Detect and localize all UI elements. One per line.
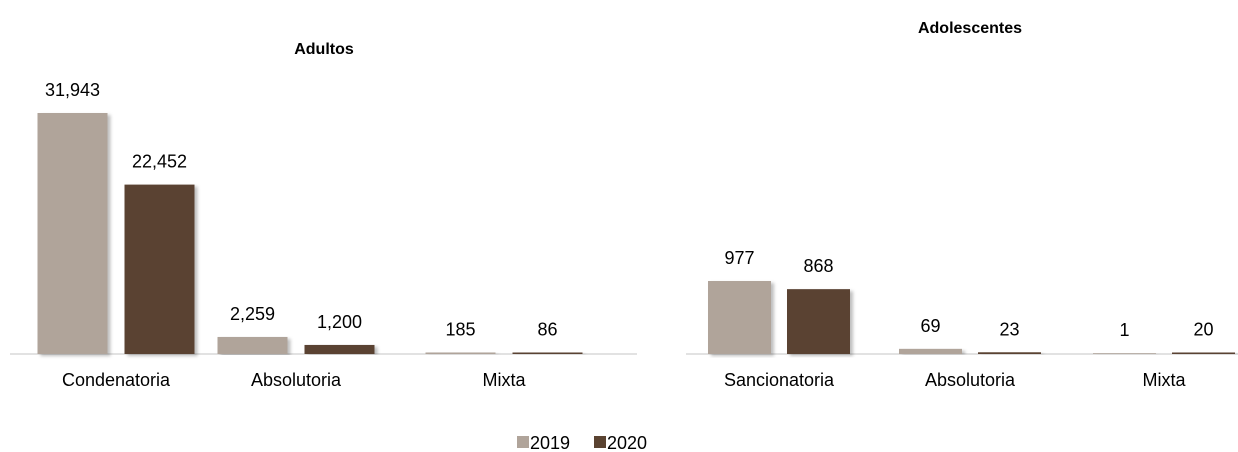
adolescentes-bar-2020-1 (978, 352, 1041, 354)
adolescentes-chart: Adolescentes Sancionatoria 977 868 Absoluto… (686, 20, 1238, 390)
adolescentes-chart-title: Adolescentes (918, 20, 1022, 37)
legend-swatch-2019 (517, 436, 529, 448)
adultos-chart-title: Adultos (294, 41, 354, 58)
adolescentes-value-label-2019-2: 1 (1119, 320, 1129, 340)
legend-label-2020: 2020 (607, 433, 647, 452)
adultos-bars: Condenatoria 31,943 22,452 Absolutoria 2,259… (37, 80, 583, 390)
adolescentes-value-label-2019-0: 977 (724, 248, 754, 268)
adultos-bar-2020-0 (124, 184, 195, 354)
adultos-value-label-2020-1: 1,200 (317, 312, 362, 332)
adultos-bar-2020-1 (304, 344, 375, 354)
adolescentes-value-label-2019-1: 69 (920, 316, 940, 336)
adultos-category-label-1: Absolutoria (251, 370, 342, 390)
adolescentes-value-label-2020-2: 20 (1193, 320, 1213, 340)
adolescentes-bar-2020-2 (1172, 352, 1235, 354)
adultos-category-label-0: Condenatoria (62, 370, 171, 390)
adolescentes-value-label-2020-0: 868 (803, 256, 833, 276)
adultos-category-label-2: Mixta (482, 370, 526, 390)
adultos-value-label-2020-0: 22,452 (132, 152, 187, 172)
adultos-bar-2019-2 (425, 352, 496, 354)
adultos-value-label-2019-1: 2,259 (230, 304, 275, 324)
adolescentes-bar-2019-1 (899, 348, 962, 354)
adultos-bar-2019-0 (37, 113, 108, 354)
adultos-value-label-2019-0: 31,943 (45, 80, 100, 100)
legend-swatch-2020 (594, 436, 606, 448)
adolescentes-bars: Sancionatoria 977 868 Absolutoria 69 23 Mixta 1… (708, 248, 1235, 390)
adultos-value-label-2019-2: 185 (445, 320, 475, 340)
adultos-bar-2020-2 (512, 352, 583, 354)
adultos-bar-2019-1 (217, 336, 288, 354)
adultos-chart: Adultos Condenatoria 31,943 22,452 Absoluto… (10, 41, 637, 390)
adolescentes-bar-2019-2 (1093, 353, 1156, 354)
adultos-value-label-2020-2: 86 (537, 320, 557, 340)
adolescentes-category-label-0: Sancionatoria (724, 370, 835, 390)
chart-legend: 2019 2020 (517, 433, 647, 452)
adolescentes-value-label-2020-1: 23 (999, 319, 1019, 339)
adolescentes-category-label-1: Absolutoria (925, 370, 1016, 390)
legend-label-2019: 2019 (530, 433, 570, 452)
adolescentes-bar-2019-0 (708, 281, 771, 354)
adolescentes-bar-2020-0 (787, 289, 850, 354)
adolescentes-category-label-2: Mixta (1142, 370, 1186, 390)
